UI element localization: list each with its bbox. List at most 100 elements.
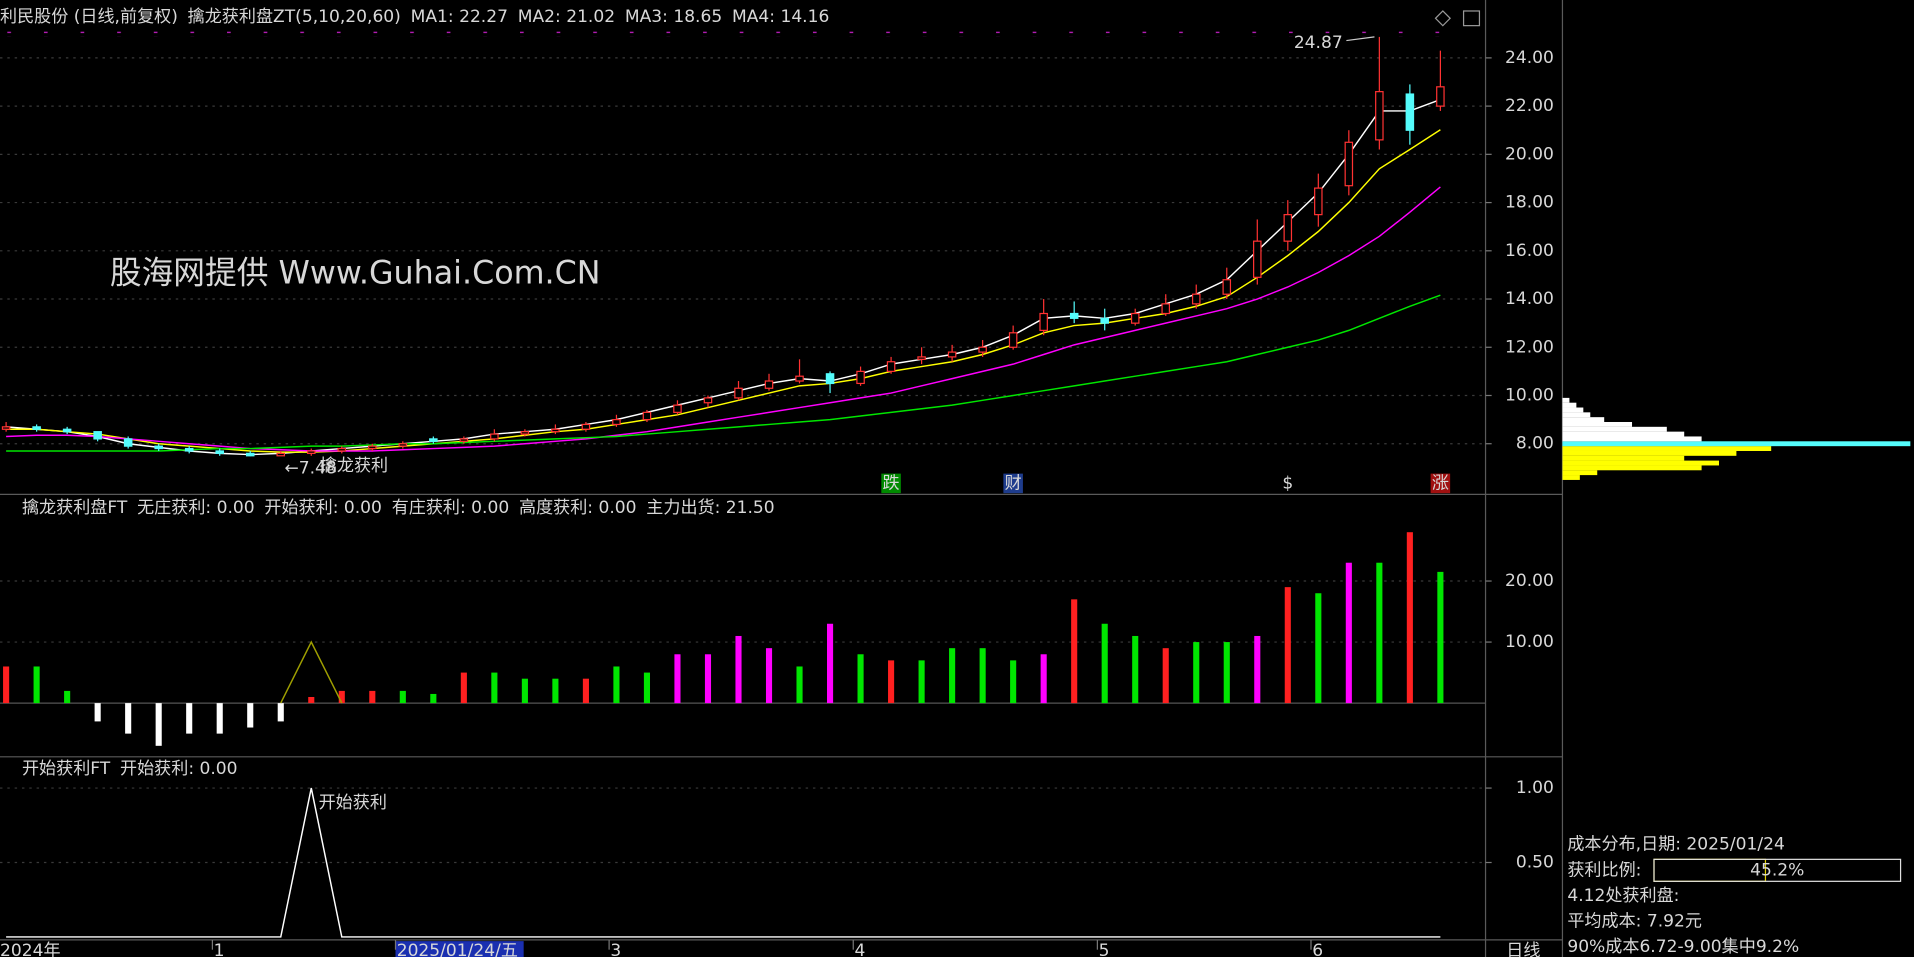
candle-body: [1, 426, 11, 430]
cost-title: 成本分布,日期: 2025/01/24: [1567, 835, 1785, 855]
bar: [338, 690, 345, 704]
cost-bar: [1562, 417, 1605, 423]
legend-label: 高度获利: 0.00: [519, 498, 637, 518]
bar: [1406, 532, 1413, 704]
x-tick-label: 4: [854, 941, 865, 957]
ma-line: [6, 98, 1441, 456]
cost-bar: [1562, 397, 1570, 403]
marker-box: [1003, 473, 1023, 494]
candle-body: [673, 404, 682, 413]
candle-body: [703, 397, 713, 404]
candle-body: [1100, 317, 1109, 324]
period-label: 日线: [1506, 941, 1540, 957]
candle-body: [32, 426, 41, 430]
cost-bar: [1562, 421, 1633, 427]
ratio-label: 45.2%: [1750, 860, 1804, 880]
x-tick-label: 1: [214, 941, 225, 957]
marker-text: 财: [1005, 473, 1022, 493]
bar: [308, 696, 315, 704]
bar: [857, 654, 864, 704]
legend-label: MA2: 21.02: [518, 7, 615, 27]
bar: [521, 678, 528, 704]
bar: [1254, 635, 1261, 704]
x-tick-label: 6: [1312, 941, 1323, 957]
bar: [1223, 642, 1230, 704]
legend-label: MA3: 18.65: [625, 7, 722, 27]
candle-body: [398, 443, 408, 447]
bar: [64, 690, 71, 704]
ma-line: [6, 129, 1441, 453]
legend-label: 开始获利: 0.00: [120, 759, 238, 779]
cost-bar: [1562, 455, 1685, 461]
bar: [491, 672, 498, 704]
cost-bar: [1562, 426, 1667, 432]
cost-bar: [1562, 407, 1584, 413]
candle-body: [642, 411, 652, 421]
candle-body: [520, 431, 530, 435]
candle-body: [551, 428, 560, 433]
y-tick-label: 10.00: [1505, 385, 1554, 405]
bar: [247, 703, 254, 728]
signal-text: 擒龙获利: [320, 456, 388, 476]
marker-box: [1278, 473, 1298, 494]
y-tick-label: 22.00: [1505, 96, 1554, 116]
bar: [1010, 660, 1017, 704]
marker-box: [1430, 473, 1451, 494]
cost-bar: [1562, 470, 1598, 476]
candle-body: [825, 373, 835, 385]
candle-body: [856, 370, 865, 385]
legend-label: 开始获利FT: [22, 759, 111, 779]
candle-body: [368, 445, 377, 450]
bar: [643, 672, 651, 704]
ratio-fill: [1653, 858, 1767, 882]
candle-body: [1039, 312, 1048, 331]
cost-line: 4.12处获利盘:: [1567, 886, 1679, 906]
cost-bar: [1562, 475, 1580, 480]
cost-bar: [1562, 431, 1685, 437]
x-tick-label: 2025/01/24/五: [397, 941, 518, 957]
candle-body: [429, 438, 438, 442]
window-icon[interactable]: [1462, 10, 1481, 27]
candle-body: [123, 438, 133, 447]
candle-body: [459, 438, 469, 442]
x-tick-label: 3: [610, 941, 621, 957]
marker-text: $: [1282, 473, 1293, 493]
marker-text: 跌: [883, 473, 900, 493]
candle-body: [490, 433, 499, 440]
y-tick-label: 0.50: [1516, 853, 1554, 873]
candle-body: [764, 380, 774, 389]
bar: [582, 678, 589, 704]
candle-body: [1161, 303, 1171, 315]
high-label: 24.87: [1294, 33, 1343, 53]
legend-label: 擒龙获利盘FT: [22, 498, 128, 518]
cost-bar: [1562, 465, 1702, 471]
bar: [796, 666, 803, 704]
frame: [0, 0, 1564, 957]
window-icon[interactable]: [1434, 10, 1452, 27]
candle-body: [62, 428, 72, 433]
candle-body: [1253, 240, 1262, 278]
bar: [125, 703, 132, 734]
bar: [1315, 593, 1322, 704]
bar: [735, 635, 742, 704]
y-tick-label: 18.00: [1505, 193, 1554, 213]
bar: [552, 678, 559, 704]
bar: [1376, 562, 1383, 704]
legend-label: 利民股份 (日线,前复权): [0, 7, 178, 27]
candle-body: [215, 450, 224, 454]
bar: [186, 703, 193, 734]
signal-dots: [0, 31, 1441, 37]
ma-line: [6, 294, 1441, 452]
candle-body: [1222, 279, 1232, 295]
bar: [216, 703, 223, 734]
cost-bar: [1562, 436, 1702, 442]
candle-body: [337, 447, 347, 452]
cost-bar: [1562, 460, 1719, 466]
y-tick-label: 10.00: [1505, 632, 1554, 652]
y-tick-label: 8.00: [1516, 434, 1554, 454]
bar: [430, 693, 437, 704]
bar: [277, 703, 284, 722]
candle-body: [612, 419, 621, 426]
date-highlight: [395, 941, 524, 957]
